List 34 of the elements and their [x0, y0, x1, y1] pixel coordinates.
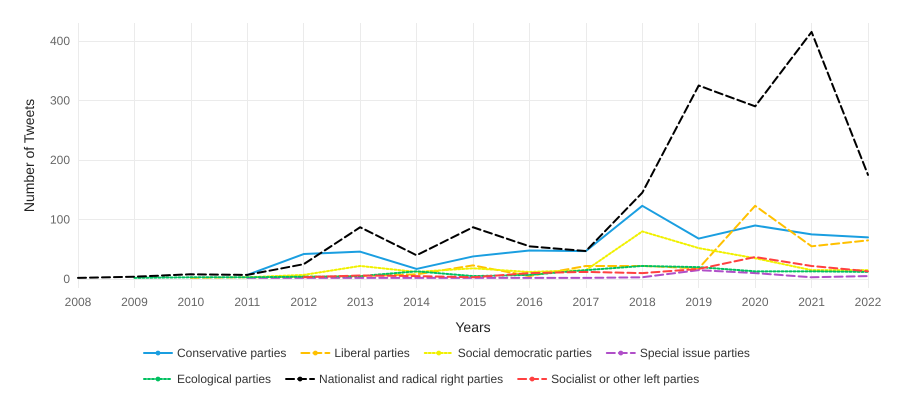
legend-label: Ecological parties	[177, 372, 272, 386]
x-tick-label: 2022	[854, 295, 882, 309]
y-tick-label: 0	[63, 272, 70, 286]
x-tick-label: 2015	[460, 295, 487, 309]
y-tick-label: 300	[50, 93, 70, 108]
x-tick-label: 2008	[64, 295, 92, 309]
x-tick-label: 2016	[516, 295, 544, 309]
legend-label: Socialist or other left parties	[551, 372, 700, 386]
legend-label: Special issue parties	[640, 346, 750, 360]
legend-label: Nationalist and radical right parties	[319, 372, 504, 386]
x-axis-title: Years	[455, 319, 491, 335]
line-series	[302, 256, 869, 278]
legend-label: Social democratic parties	[458, 346, 592, 360]
x-tick-label: 2021	[798, 295, 826, 309]
legend-label: Conservative parties	[177, 346, 286, 360]
x-tick-label: 2012	[290, 295, 318, 309]
line-series	[133, 264, 869, 279]
line-series	[246, 269, 869, 279]
x-tick-label: 2013	[346, 295, 374, 309]
x-tick-label: 2011	[234, 295, 261, 309]
x-tick-label: 2014	[403, 295, 430, 309]
y-axis-title: Number of Tweets	[21, 98, 37, 212]
x-tick-label: 2010	[178, 295, 205, 309]
line-series	[77, 30, 869, 279]
y-tick-label: 200	[50, 152, 70, 167]
x-tick-label: 2020	[742, 295, 769, 309]
x-tick-label: 2018	[628, 295, 656, 309]
x-tick-label: 2019	[685, 295, 712, 309]
y-tick-label: 400	[50, 34, 70, 48]
x-tick-label: 2017	[572, 295, 600, 309]
legend-label: Liberal parties	[334, 346, 410, 360]
y-tick-label: 100	[50, 212, 70, 227]
x-tick-label: 2009	[121, 295, 148, 309]
line-series	[246, 230, 869, 278]
